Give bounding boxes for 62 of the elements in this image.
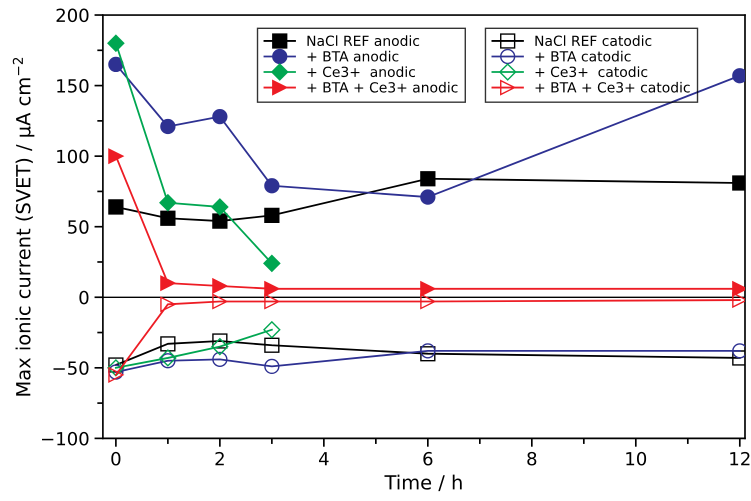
point: [159, 194, 176, 212]
point: [212, 294, 228, 310]
y-tick-label: −50: [54, 361, 88, 375]
legend-label: + Ce3+ catodic: [536, 66, 648, 78]
y-tick-label: −100: [42, 432, 88, 446]
legend-label: NaCl REF catodic: [535, 35, 652, 46]
point: [211, 338, 228, 356]
point: [420, 189, 436, 205]
x-tick-label: 0: [111, 452, 120, 466]
point: [264, 281, 280, 296]
point: [108, 364, 124, 380]
point: [160, 118, 176, 134]
point: [159, 349, 176, 366]
point: [107, 34, 124, 52]
point: [263, 321, 280, 338]
point: [420, 346, 436, 362]
point: [420, 281, 436, 296]
y-tick-label: 0: [79, 290, 88, 304]
point: [108, 199, 124, 215]
point: [160, 353, 176, 368]
y-tick-label: 150: [57, 79, 88, 93]
point: [264, 208, 280, 224]
point: [212, 108, 228, 124]
x-axis-title: Time / h: [384, 474, 462, 492]
point: [108, 367, 124, 383]
x-tick-label: 8: [527, 452, 536, 466]
point: [264, 178, 280, 194]
legend-label: + BTA anodic: [308, 50, 398, 62]
y-tick-label: 200: [56, 8, 88, 22]
x-tick-label: 4: [318, 452, 329, 466]
y-axis-title: Max ionic current (SVET) / µA cm$^{−2}$: [12, 58, 34, 396]
point: [212, 213, 228, 229]
y-tick-label: 50: [68, 220, 88, 234]
point: [420, 294, 436, 310]
x-tick-label: 12: [730, 452, 750, 466]
y-tick-label: 100: [57, 150, 88, 164]
legend-label: + BTA + Ce3+ catodic: [536, 82, 690, 93]
legend-label: NaCl REF anodic: [307, 35, 420, 46]
point: [160, 210, 176, 226]
point: [160, 296, 176, 312]
point: [108, 357, 124, 373]
point: [212, 352, 228, 367]
point: [212, 278, 228, 294]
point: [264, 358, 280, 374]
point: [263, 254, 280, 272]
point: [420, 343, 436, 359]
x-tick-label: 6: [423, 452, 432, 466]
legend-label: + BTA catodic: [536, 50, 631, 62]
point: [264, 338, 280, 353]
point: [108, 56, 124, 72]
point: [264, 294, 280, 310]
point: [420, 171, 436, 186]
x-tick-label: 10: [626, 452, 646, 466]
point: [160, 276, 176, 291]
legend-label: + Ce3+ anodic: [308, 66, 415, 78]
point: [108, 148, 124, 164]
x-tick-label: 2: [215, 452, 224, 466]
point: [107, 359, 124, 376]
legend-label: + BTA + Ce3+ anodic: [308, 82, 458, 93]
point: [160, 336, 176, 352]
point: [212, 333, 228, 349]
point: [211, 198, 228, 216]
